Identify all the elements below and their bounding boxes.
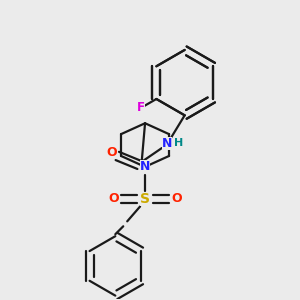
Text: H: H [174,138,183,148]
Text: F: F [137,101,145,114]
Text: O: O [108,192,119,205]
Text: S: S [140,191,150,206]
Text: O: O [171,192,182,205]
Text: N: N [162,136,172,150]
Text: O: O [106,146,117,160]
Text: N: N [140,160,150,173]
